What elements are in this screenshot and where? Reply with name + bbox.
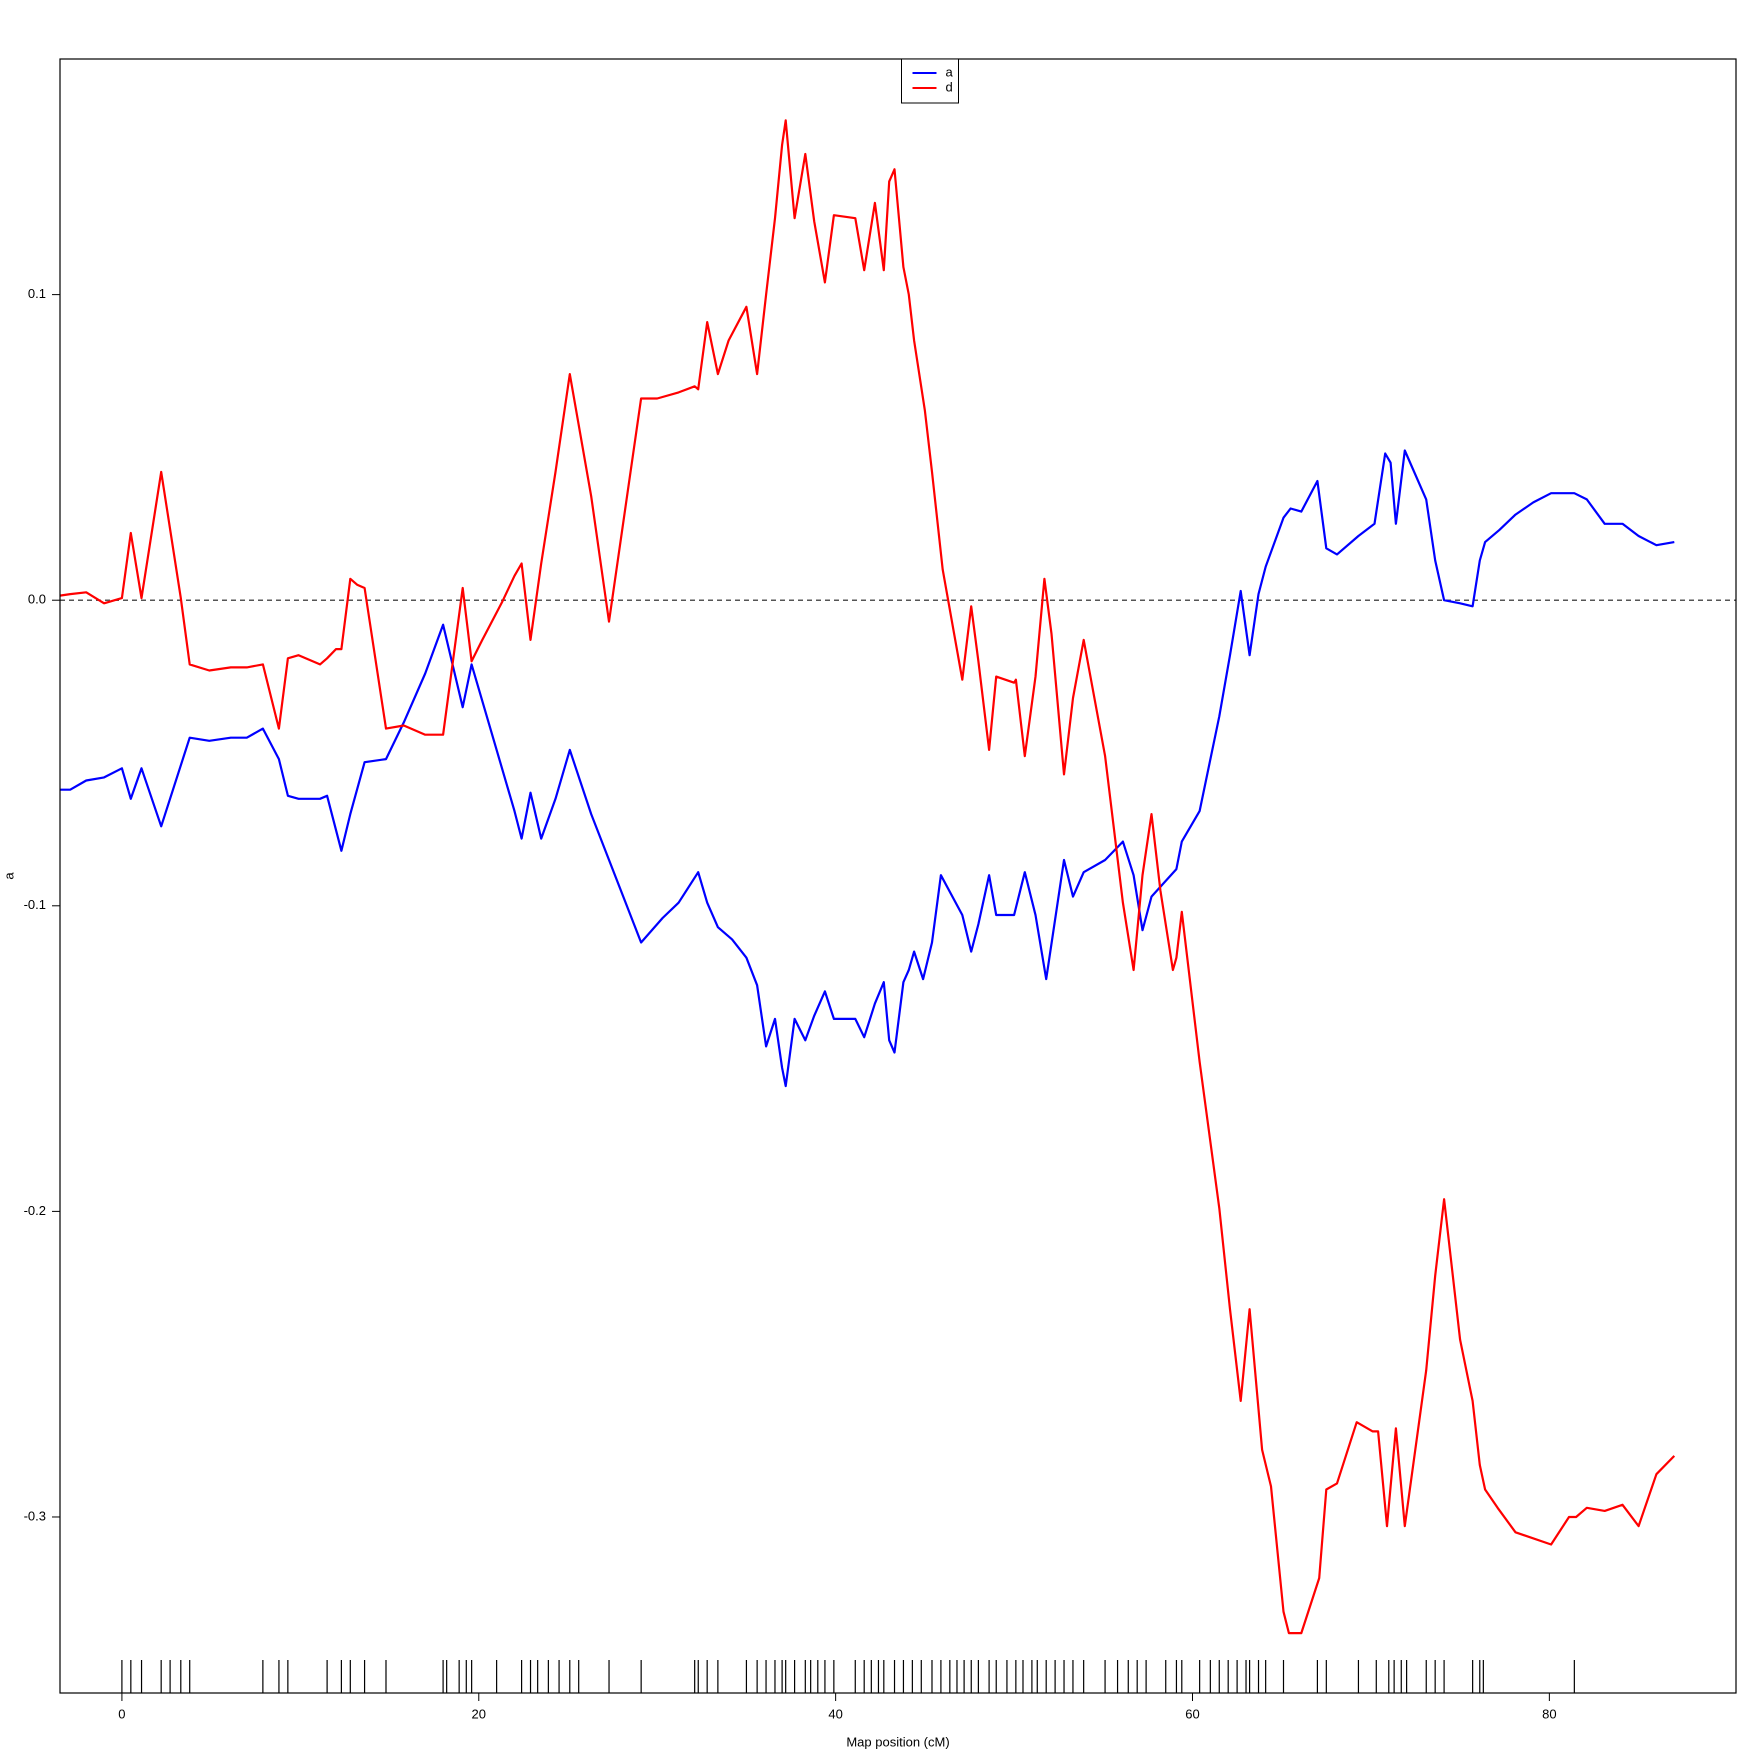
y-tick-label: -0.2 <box>24 1203 46 1218</box>
y-axis-label: a <box>1 872 16 880</box>
plot-frame <box>59 58 1737 1694</box>
y-tick-label: -0.1 <box>24 897 46 912</box>
legend-label: a <box>946 64 954 79</box>
y-tick-label: 0.0 <box>28 592 46 607</box>
x-tick-label: 0 <box>118 1706 125 1721</box>
line-series <box>60 449 1675 1088</box>
y-tick-label: -0.3 <box>24 1508 46 1523</box>
legend-label: d <box>946 79 953 94</box>
x-tick-label: 20 <box>472 1706 486 1721</box>
x-tick-label: 40 <box>828 1706 842 1721</box>
legend-box <box>901 58 959 104</box>
line-series <box>59 119 1676 1635</box>
x-axis-label: Map position (cM) <box>846 1734 949 1749</box>
y-tick-label: 0.1 <box>28 286 46 301</box>
x-tick-label: 80 <box>1542 1706 1556 1721</box>
x-tick-label: 60 <box>1185 1706 1199 1721</box>
